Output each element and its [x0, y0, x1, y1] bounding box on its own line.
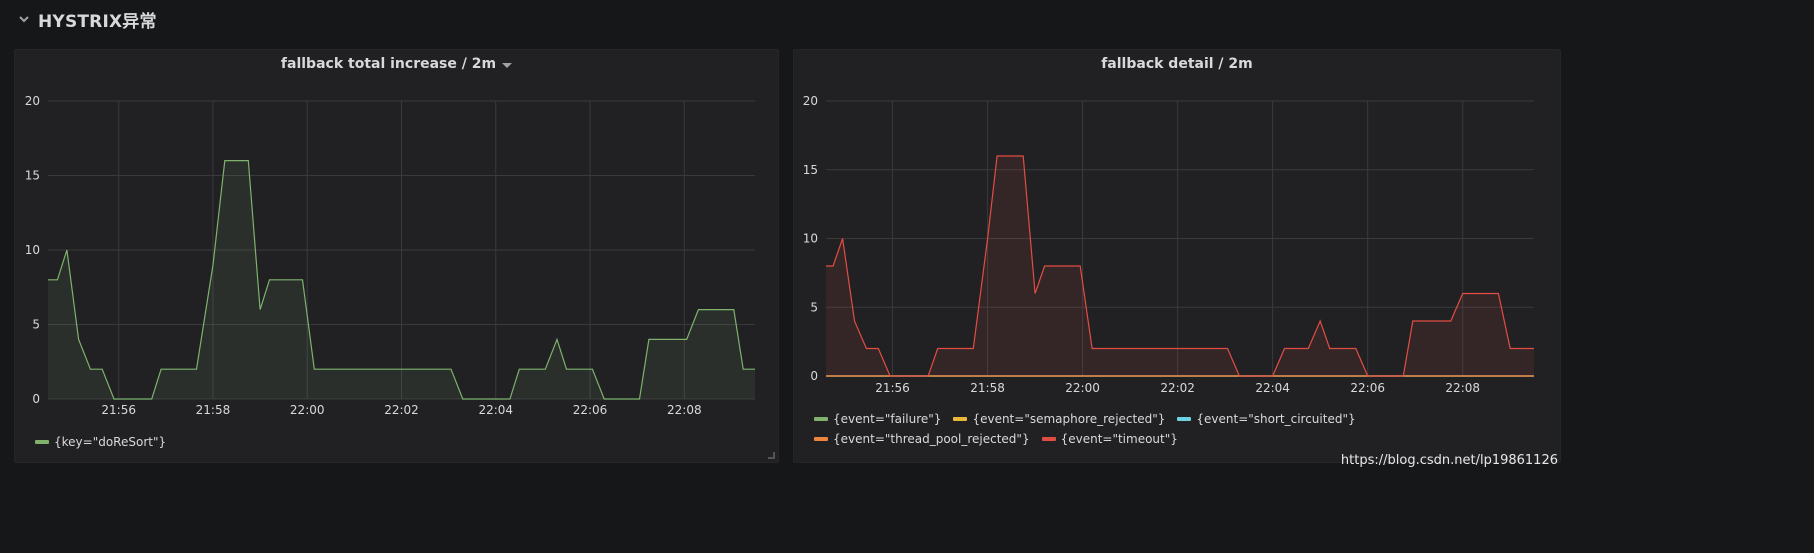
legend-item[interactable]: {event="timeout"} [1041, 432, 1178, 446]
x-tick-label: 22:00 [290, 403, 325, 417]
x-tick-label: 21:58 [970, 381, 1005, 395]
legend-swatch [35, 440, 49, 444]
x-tick-label: 22:04 [478, 403, 513, 417]
row-header[interactable]: HYSTRIX异常 [18, 6, 157, 32]
panel-title[interactable]: fallback total increase / 2m [15, 56, 778, 72]
panel-title[interactable]: fallback detail / 2m [794, 56, 1560, 72]
x-tick-label: 21:58 [196, 403, 231, 417]
legend-label[interactable]: {event="thread_pool_rejected"} [833, 432, 1030, 446]
x-tick-label: 22:08 [667, 403, 702, 417]
y-tick-label: 10 [25, 243, 40, 257]
legend-swatch [814, 417, 828, 421]
legend-item[interactable]: {event="short_circuited"} [1177, 412, 1356, 426]
x-tick-label: 22:08 [1445, 381, 1480, 395]
chevron-down-icon[interactable] [18, 13, 30, 25]
panel-title-text[interactable]: fallback detail / 2m [1101, 56, 1253, 72]
x-tick-label: 22:00 [1065, 381, 1100, 395]
legend-label[interactable]: {event="semaphore_rejected"} [972, 412, 1166, 426]
legend-swatch [1041, 437, 1056, 441]
series-area [826, 156, 1534, 376]
y-tick-label: 15 [803, 163, 818, 177]
x-tick-label: 21:56 [875, 381, 910, 395]
chart-fallback-total: 0 5 10 15 20 21:56 21:58 22:00 22:02 22:04 22:06 22… [25, 94, 755, 417]
watermark: https://blog.csdn.net/lp19861126 [1340, 453, 1558, 468]
legend: {key="doReSort"} [35, 435, 768, 449]
y-tick-label: 5 [810, 300, 818, 314]
x-tick-label: 22:06 [573, 403, 608, 417]
chart-fallback-detail: 0 5 10 15 20 21:56 21:58 22:00 22:02 22:04 22:06 22… [803, 94, 1534, 395]
y-tick-label: 20 [25, 94, 40, 108]
row-title: HYSTRIX异常 [38, 11, 157, 32]
y-tick-label: 5 [32, 318, 40, 332]
y-tick-label: 20 [803, 94, 818, 108]
legend-label[interactable]: {event="short_circuited"} [1196, 412, 1356, 426]
legend-label[interactable]: {event="failure"} [833, 412, 942, 426]
x-tick-label: 22:02 [1160, 381, 1195, 395]
legend-item[interactable]: {key="doReSort"} [35, 435, 166, 449]
panel-fallback-detail: fallback detail / 2m 0 5 10 15 20 21:56 21:58 2… [793, 49, 1561, 463]
legend-item[interactable]: {event="semaphore_rejected"} [953, 412, 1165, 426]
legend-swatch [1177, 417, 1192, 421]
series-area [48, 160, 755, 399]
y-tick-label: 0 [32, 392, 40, 406]
caret-down-icon[interactable] [502, 62, 513, 68]
x-tick-label: 22:04 [1255, 381, 1290, 395]
panel-fallback-total: fallback total increase / 2m 0 5 10 15 20 21:… [14, 49, 779, 463]
series-line[interactable] [48, 160, 755, 400]
series-line[interactable] [826, 155, 1534, 377]
panel-title-text[interactable]: fallback total increase / 2m [280, 56, 497, 72]
y-tick-label: 15 [25, 169, 40, 183]
x-tick-label: 21:56 [101, 403, 136, 417]
legend-swatch [814, 437, 828, 441]
legend: {event="failure"} {event="semaphore_rejec… [814, 412, 1550, 446]
y-tick-label: 0 [810, 369, 818, 383]
legend-label[interactable]: {event="timeout"} [1060, 432, 1178, 446]
x-tick-label: 22:02 [384, 403, 419, 417]
y-tick-label: 10 [803, 232, 818, 246]
legend-swatch [953, 417, 968, 421]
legend-item[interactable]: {event="failure"} [814, 412, 941, 426]
legend-label[interactable]: {key="doReSort"} [54, 435, 167, 449]
legend-item[interactable]: {event="thread_pool_rejected"} [814, 432, 1030, 446]
resize-handle[interactable] [768, 452, 775, 459]
x-tick-label: 22:06 [1350, 381, 1385, 395]
